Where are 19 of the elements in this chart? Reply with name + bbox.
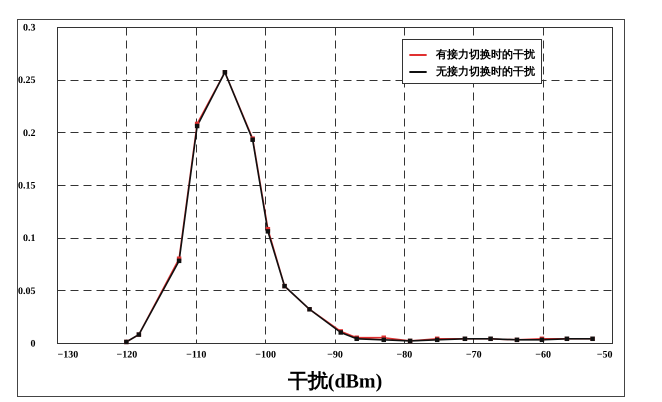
x-tick-label: −70	[466, 350, 482, 360]
y-tick-label: 0.25	[18, 75, 36, 86]
x-axis-title: 干扰(dBm)	[286, 370, 382, 392]
y-tick-label: 0.2	[23, 128, 36, 139]
x-tick-label: −130	[58, 350, 78, 360]
y-tick-label: 0.15	[18, 180, 36, 192]
x-tick-label: −100	[255, 350, 276, 360]
y-tick-label: 0.3	[23, 22, 36, 34]
legend-label: 无接力切换时的干扰	[435, 65, 536, 78]
y-tick-label: 0.1	[23, 233, 36, 244]
x-tick-label: −60	[535, 350, 551, 360]
x-tick-label: −120	[116, 350, 138, 360]
y-tick-label: 0.05	[18, 286, 36, 297]
legend-label: 有接力切换时的干扰	[435, 48, 536, 61]
x-tick-label: −110	[186, 350, 206, 360]
x-tick-label: −50	[596, 350, 612, 360]
x-tick-label: −80	[396, 350, 412, 360]
y-tick-label: 0	[30, 338, 36, 350]
x-tick-label: −90	[327, 350, 343, 360]
